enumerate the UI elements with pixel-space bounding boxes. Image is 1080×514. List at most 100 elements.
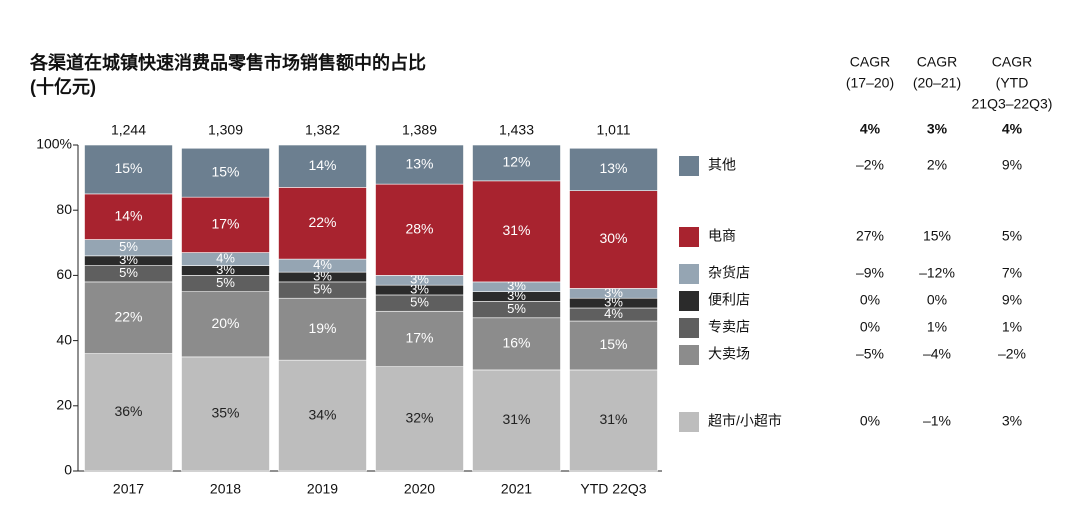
cagr-total: 4% [860, 121, 881, 137]
legend-swatch [679, 227, 699, 247]
segment-label: 36% [114, 403, 142, 419]
bar-segment [472, 144, 561, 182]
segment-label: 14% [308, 157, 336, 173]
legend-label: 其他 [708, 157, 736, 173]
segment-label: 4% [216, 251, 235, 266]
bar-segment [472, 369, 561, 472]
total-label: 1,382 [305, 122, 340, 138]
segment-label: 5% [119, 265, 138, 280]
total-label: 1,011 [597, 122, 631, 138]
x-tick-label: YTD 22Q3 [580, 481, 646, 497]
segment-label: 31% [502, 222, 530, 238]
bar-segment [375, 144, 464, 185]
cagr-value: –1% [923, 413, 951, 429]
x-tick-label: 2019 [307, 481, 338, 497]
total-label: 1,309 [208, 122, 243, 138]
legend-swatch [679, 264, 699, 284]
legend-swatch [679, 156, 699, 176]
segment-label: 4% [604, 306, 623, 321]
x-tick-label: 2017 [113, 481, 144, 497]
segment-label: 19% [308, 320, 336, 336]
cagr-value: 9% [1002, 292, 1022, 308]
x-tick-label: 2020 [404, 481, 435, 497]
total-label: 1,244 [111, 122, 146, 138]
bar-segment [278, 187, 367, 260]
cagr-header: CAGR [850, 54, 890, 70]
cagr-value: 0% [860, 413, 880, 429]
segment-label: 4% [313, 257, 332, 272]
legend-swatch [679, 318, 699, 338]
segment-label: 13% [599, 160, 627, 176]
legend-swatch [679, 345, 699, 365]
segment-label: 31% [502, 411, 530, 427]
bar-segment [84, 193, 173, 240]
total-label: 1,433 [499, 122, 534, 138]
segment-label: 15% [599, 336, 627, 352]
x-tick-label: 2018 [210, 481, 241, 497]
bar-segment [278, 144, 367, 188]
bar-segment [181, 291, 270, 358]
legend-label: 专卖店 [708, 319, 750, 335]
cagr-value: 1% [1002, 319, 1022, 335]
segment-label: 22% [308, 214, 336, 230]
segment-label: 5% [507, 301, 526, 316]
y-tick-label: 100% [36, 136, 72, 152]
bar-segment [375, 183, 464, 276]
cagr-header: CAGR [992, 54, 1032, 70]
legend-label: 超市/小超市 [708, 413, 782, 429]
cagr-value: 0% [860, 319, 880, 335]
segment-label: 5% [216, 275, 235, 290]
x-tick-label: 2021 [501, 481, 532, 497]
cagr-header: CAGR [917, 54, 957, 70]
cagr-value: 27% [856, 228, 884, 244]
cagr-value: 0% [927, 292, 947, 308]
cagr-header: 21Q3–22Q3) [972, 96, 1053, 112]
cagr-value: 5% [1002, 228, 1022, 244]
bar-segment [569, 320, 658, 371]
cagr-total: 4% [1002, 121, 1023, 137]
cagr-value: –2% [998, 346, 1026, 362]
segment-label: 15% [114, 160, 142, 176]
segment-label: 34% [308, 406, 336, 422]
segment-label: 30% [599, 230, 627, 246]
legend-swatch [679, 291, 699, 311]
bar-segment [375, 310, 464, 367]
y-tick-label: 0 [64, 462, 72, 478]
y-tick-label: 80 [56, 201, 72, 217]
cagr-value: 9% [1002, 157, 1022, 173]
bar-segment [84, 281, 173, 354]
y-tick-label: 60 [56, 266, 72, 282]
segment-label: 5% [313, 282, 332, 297]
bar-segment [84, 353, 173, 472]
bar-segment [472, 317, 561, 371]
segment-label: 17% [211, 216, 239, 232]
cagr-value: 15% [923, 228, 951, 244]
segment-label: 12% [502, 154, 530, 170]
bar-segment [181, 196, 270, 253]
segment-label: 32% [405, 410, 433, 426]
cagr-value: 7% [1002, 265, 1022, 281]
segment-label: 28% [405, 220, 433, 236]
cagr-value: –2% [856, 157, 884, 173]
cagr-value: 0% [860, 292, 880, 308]
segment-label: 13% [405, 155, 433, 171]
segment-label: 5% [410, 295, 429, 310]
cagr-header: (YTD [996, 75, 1029, 91]
segment-label: 5% [119, 239, 138, 254]
segment-label: 31% [599, 411, 627, 427]
cagr-total: 3% [927, 121, 948, 137]
legend-label: 便利店 [708, 292, 750, 308]
segment-label: 17% [405, 330, 433, 346]
legend-label: 杂货店 [708, 265, 750, 281]
legend-label: 电商 [708, 228, 736, 244]
bar-segment [181, 147, 270, 198]
segment-label: 15% [211, 163, 239, 179]
cagr-value: 3% [1002, 413, 1022, 429]
chart-subtitle: (十亿元) [30, 76, 96, 97]
cagr-value: –5% [856, 346, 884, 362]
cagr-value: 2% [927, 157, 947, 173]
legend-swatch [679, 412, 699, 432]
bar-segment [375, 366, 464, 472]
segment-label: 35% [211, 405, 239, 421]
